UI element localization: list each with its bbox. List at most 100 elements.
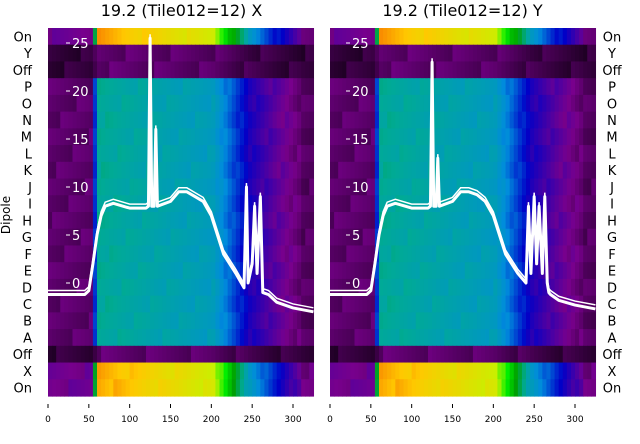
heatmap-cell bbox=[521, 161, 527, 180]
heatmap-cell bbox=[411, 245, 417, 263]
heatmap-cell bbox=[231, 278, 237, 297]
heatmap-cell bbox=[76, 161, 82, 180]
heatmap-cell bbox=[125, 262, 131, 280]
heatmap-cell bbox=[48, 111, 53, 129]
heatmap-cell bbox=[505, 145, 511, 163]
heatmap-cell bbox=[562, 128, 568, 146]
heatmap-cell bbox=[554, 178, 560, 196]
heatmap-cell bbox=[542, 61, 548, 79]
heatmap-cell bbox=[256, 278, 261, 297]
heatmap-cell bbox=[154, 94, 159, 113]
heatmap-cell bbox=[489, 262, 494, 280]
heatmap-cell bbox=[546, 28, 552, 46]
heatmap-cell bbox=[88, 329, 94, 347]
heatmap-cell bbox=[464, 329, 470, 347]
heatmap-cell bbox=[370, 78, 376, 96]
heatmap-cell bbox=[117, 94, 123, 113]
heatmap-cell bbox=[456, 128, 462, 146]
heatmap-cell bbox=[464, 78, 470, 96]
heatmap-cell bbox=[162, 379, 168, 397]
heatmap-cell bbox=[195, 379, 200, 397]
heatmap-cell bbox=[411, 178, 417, 196]
heatmap-cell bbox=[452, 161, 458, 180]
heatmap-cell bbox=[97, 295, 102, 313]
heatmap-cell bbox=[109, 345, 114, 364]
heatmap-cell bbox=[501, 128, 507, 146]
heatmap-cell bbox=[403, 212, 409, 230]
overlay-tick-label: 25 bbox=[352, 37, 369, 52]
row-label: Y bbox=[607, 47, 616, 62]
heatmap-cell bbox=[354, 295, 360, 313]
heatmap-cell bbox=[546, 61, 552, 79]
heatmap-cell bbox=[260, 78, 266, 96]
heatmap-cell bbox=[591, 329, 597, 347]
heatmap-cell bbox=[203, 111, 208, 129]
heatmap-cell bbox=[566, 78, 572, 96]
heatmap-cell bbox=[432, 44, 437, 63]
heatmap-row-on bbox=[48, 28, 315, 46]
heatmap-cell bbox=[530, 178, 535, 196]
heatmap-cell bbox=[76, 145, 82, 163]
heatmap-cell bbox=[354, 195, 360, 213]
heatmap-cell bbox=[256, 295, 261, 313]
heatmap-cell bbox=[570, 111, 576, 129]
heatmap-cell bbox=[146, 362, 151, 380]
heatmap-cell bbox=[260, 379, 266, 397]
heatmap-cell bbox=[391, 61, 396, 79]
heatmap-cell bbox=[178, 379, 184, 397]
heatmap-cell bbox=[338, 295, 343, 313]
heatmap-cell bbox=[366, 195, 372, 213]
heatmap-cell bbox=[137, 329, 143, 347]
heatmap-cell bbox=[272, 262, 278, 280]
heatmap-cell bbox=[379, 228, 384, 247]
heatmap-cell bbox=[121, 94, 127, 113]
heatmap-cell bbox=[207, 245, 212, 263]
heatmap-cell bbox=[72, 362, 78, 380]
heatmap-cell bbox=[223, 212, 229, 230]
heatmap-cell bbox=[101, 312, 106, 330]
heatmap-cell bbox=[227, 195, 233, 213]
heatmap-cell bbox=[272, 379, 278, 397]
heatmap-cell bbox=[387, 362, 392, 380]
heatmap-cell bbox=[84, 28, 90, 46]
heatmap-cell bbox=[383, 362, 388, 380]
heatmap-cell bbox=[334, 379, 339, 397]
heatmap-cell bbox=[587, 362, 592, 380]
heatmap-cell bbox=[587, 44, 592, 63]
heatmap-cell bbox=[117, 145, 123, 163]
heatmap-cell bbox=[88, 312, 94, 330]
heatmap-cell bbox=[395, 161, 401, 180]
heatmap-cell bbox=[76, 312, 82, 330]
heatmap-cell bbox=[301, 329, 306, 347]
heatmap-cell bbox=[129, 329, 135, 347]
heatmap-cell bbox=[489, 312, 494, 330]
heatmap-cell bbox=[260, 111, 266, 129]
heatmap-cell bbox=[460, 61, 466, 79]
heatmap-cell bbox=[101, 379, 106, 397]
heatmap-cell bbox=[162, 362, 168, 380]
heatmap-cell bbox=[162, 278, 168, 297]
heatmap-cell bbox=[141, 111, 147, 129]
heatmap-cell bbox=[358, 278, 364, 297]
heatmap-cell bbox=[166, 94, 172, 113]
heatmap-cell bbox=[534, 44, 539, 63]
heatmap-cell bbox=[391, 362, 396, 380]
heatmap-cell bbox=[444, 78, 450, 96]
heatmap-cell bbox=[391, 78, 396, 96]
heatmap-cell bbox=[92, 61, 98, 79]
heatmap-cell bbox=[117, 178, 123, 196]
heatmap-cell bbox=[374, 329, 380, 347]
heatmap-cell bbox=[305, 28, 310, 46]
heatmap-cell bbox=[415, 178, 421, 196]
heatmap-cell bbox=[64, 278, 70, 297]
heatmap-cell bbox=[570, 262, 576, 280]
heatmap-cell bbox=[64, 44, 70, 63]
heatmap-cell bbox=[199, 28, 204, 46]
heatmap-cell bbox=[166, 44, 172, 63]
heatmap-cell bbox=[72, 28, 78, 46]
heatmap-cell bbox=[403, 78, 409, 96]
heatmap-cell bbox=[182, 379, 188, 397]
heatmap-cell bbox=[428, 295, 433, 313]
heatmap-cell bbox=[162, 228, 168, 247]
heatmap-cell bbox=[399, 94, 405, 113]
